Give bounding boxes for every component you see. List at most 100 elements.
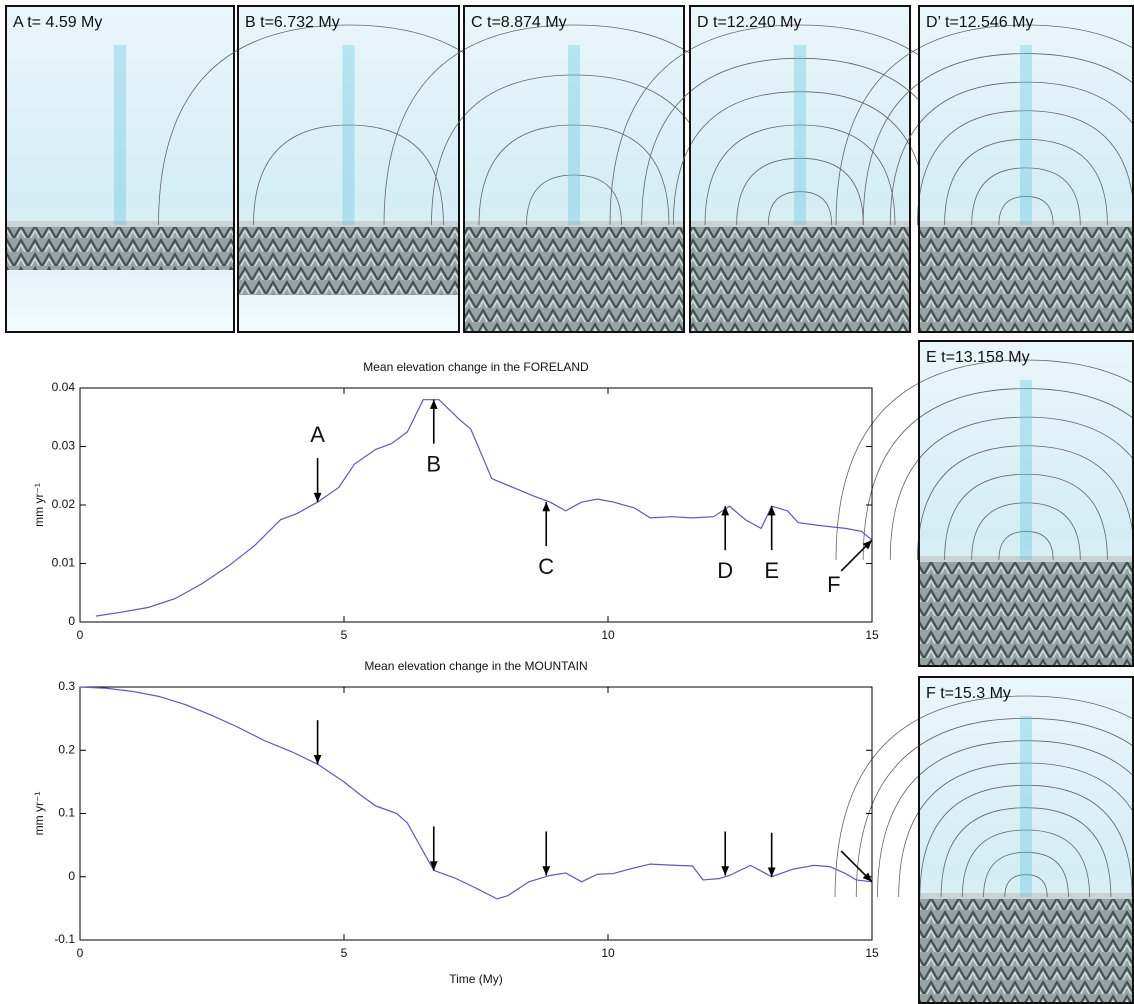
y-axis-label: mm yr⁻¹: [32, 792, 46, 836]
arrow-head: [721, 506, 730, 516]
contour: [971, 502, 1081, 561]
river: [1020, 380, 1032, 560]
panel-border: [918, 676, 1134, 1004]
contour: [983, 851, 1069, 898]
contour: [767, 191, 833, 226]
panel-border: [918, 5, 1134, 333]
arrow-head: [429, 861, 438, 871]
y-tick-label: 0.02: [52, 497, 76, 511]
contour: [971, 167, 1081, 226]
panel-label: F t=15.3 My: [926, 685, 1011, 702]
y-tick-label: 0.2: [58, 742, 75, 756]
panel-mountain: [463, 225, 685, 333]
panel-label: B t=6.732 My: [245, 14, 340, 31]
panel-border: [237, 5, 460, 333]
contour: [961, 829, 1091, 898]
y-tick-label: 0.3: [58, 679, 75, 693]
annotation-label: B: [426, 452, 441, 477]
river: [1020, 716, 1032, 897]
panel-front: [918, 221, 1134, 227]
panel-mountain: [237, 225, 460, 295]
contour: [889, 81, 1134, 226]
x-tick-label: 5: [341, 946, 348, 960]
panel-sky: [5, 5, 235, 333]
contour: [835, 24, 1134, 226]
arrow-head: [862, 540, 872, 550]
annotation-label: A: [310, 422, 325, 447]
river: [1020, 45, 1032, 225]
contour: [704, 124, 896, 226]
annotation-label: D: [717, 558, 733, 583]
contour: [917, 110, 1134, 226]
chart-title: Mean elevation change in the FORELAND: [363, 360, 589, 374]
annotation-label: F: [827, 572, 840, 597]
y-tick-label: 0.01: [52, 556, 76, 570]
annotation-label: E: [764, 558, 779, 583]
contour: [834, 695, 1134, 898]
arrow-head: [862, 872, 872, 882]
panel-mountain: [918, 560, 1134, 667]
panel-mountain: [918, 225, 1134, 333]
plot-frame: [79, 387, 873, 623]
panel-mountain: [689, 225, 911, 333]
contour: [1004, 874, 1048, 898]
panel-border: [689, 5, 911, 333]
y-tick-label: 0.03: [52, 439, 76, 453]
image-panel: C t=8.874 My: [383, 5, 765, 333]
image-panel: B t=6.732 My: [158, 5, 539, 333]
contour: [526, 174, 622, 226]
contour: [944, 138, 1108, 226]
panel-label: A t= 4.59 My: [13, 14, 102, 31]
contour: [998, 531, 1054, 561]
y-tick-label: 0: [68, 869, 75, 883]
river: [114, 45, 126, 225]
panel-front: [237, 221, 460, 227]
y-tick-label: 0.04: [52, 380, 76, 394]
panel-front: [918, 893, 1134, 899]
contour: [940, 807, 1112, 898]
contour: [889, 416, 1134, 561]
contour: [944, 473, 1108, 561]
x-tick-label: 10: [601, 946, 615, 960]
panel-front: [689, 221, 911, 227]
panel-border: [5, 5, 235, 333]
x-axis-label: Time (My): [449, 972, 503, 986]
river: [568, 45, 580, 225]
x-tick-label: 0: [77, 628, 84, 642]
annotation-label: C: [538, 554, 554, 579]
contour: [835, 359, 1134, 561]
panel-border: [918, 340, 1134, 667]
contour: [736, 157, 864, 226]
image-panel: E t=13.158 My: [835, 340, 1134, 667]
x-tick-label: 5: [341, 628, 348, 642]
x-tick-label: 0: [77, 946, 84, 960]
contour: [478, 124, 670, 226]
image-panel: A t= 4.59 My: [5, 5, 235, 333]
image-panel: D t=12.240 My: [609, 5, 991, 333]
contour: [877, 740, 1134, 898]
chart-title: Mean elevation change in the MOUNTAIN: [364, 659, 587, 673]
contour: [862, 53, 1134, 226]
contour: [998, 196, 1054, 226]
contour: [862, 388, 1134, 561]
image-panel: D’ t=12.546 My: [835, 5, 1134, 333]
contour: [917, 445, 1134, 561]
arrow-head: [313, 492, 322, 503]
contour: [898, 762, 1134, 898]
data-line: [79, 686, 873, 900]
y-tick-label: 0.1: [58, 806, 75, 820]
panel-front: [5, 221, 235, 227]
arrow-head: [767, 506, 776, 516]
panel-mountain: [918, 897, 1134, 1004]
data-line: [95, 399, 873, 617]
x-tick-label: 15: [865, 628, 879, 642]
y-axis-label: mm yr⁻¹: [32, 483, 46, 527]
arrow-head: [313, 754, 322, 765]
contour: [253, 124, 444, 226]
panel-mountain: [5, 225, 235, 270]
contour: [672, 91, 928, 226]
panel-label: D t=12.240 My: [697, 14, 802, 31]
panel-border: [463, 5, 685, 333]
x-tick-label: 10: [601, 628, 615, 642]
